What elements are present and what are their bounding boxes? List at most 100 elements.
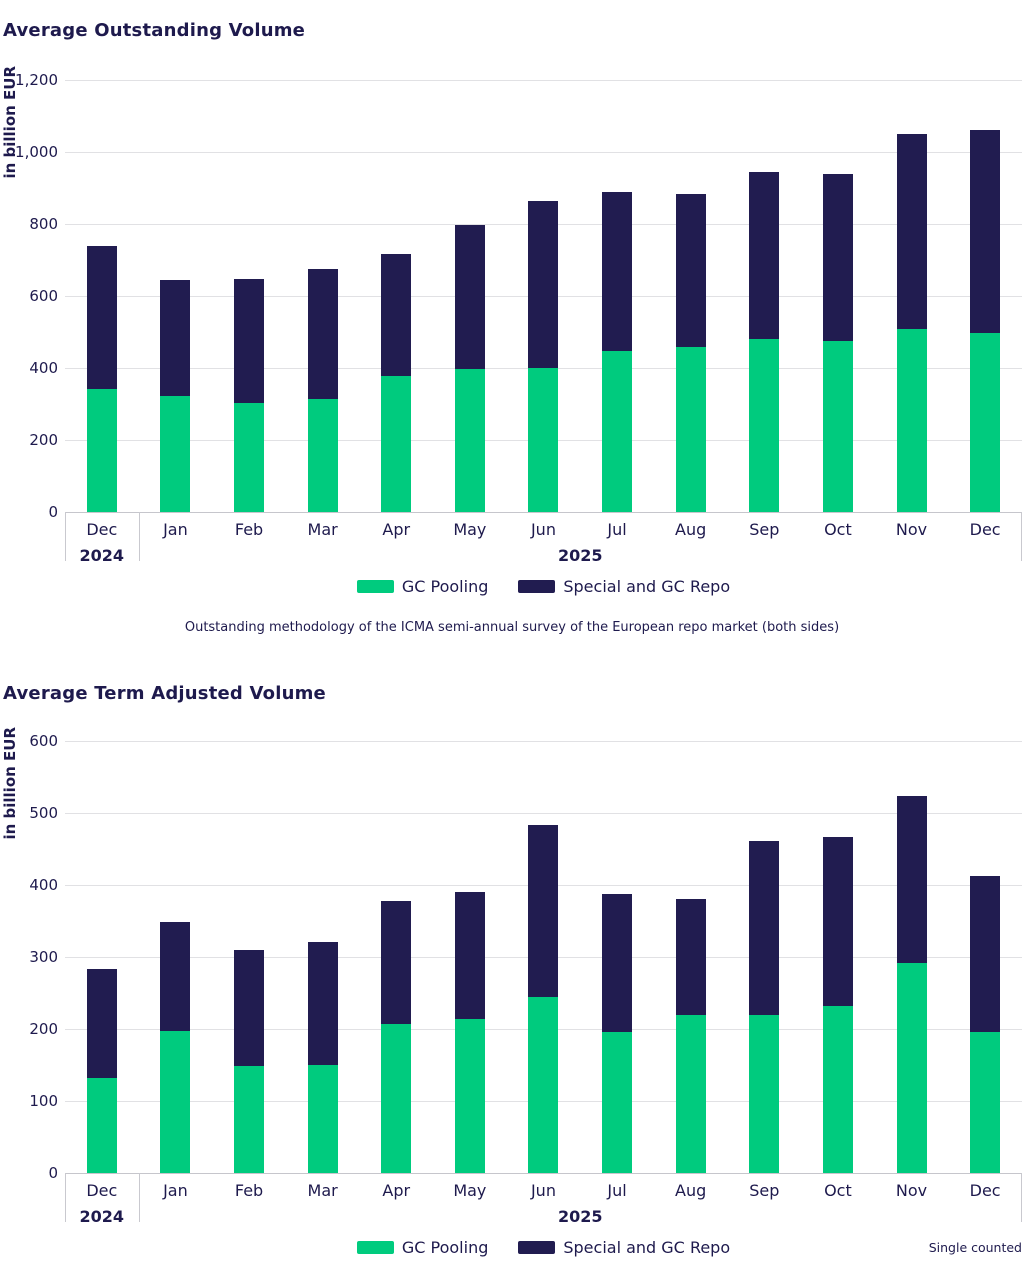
bar-segment-gc-pooling xyxy=(307,398,338,512)
bar-column xyxy=(65,741,139,1173)
bar-segment-special-and-gc-repo xyxy=(381,900,412,1024)
y-tick-label: 100 xyxy=(29,1092,58,1110)
legend-label: GC Pooling xyxy=(401,577,489,596)
x-tick-label: Jan xyxy=(163,1181,188,1200)
bar-segment-special-and-gc-repo xyxy=(160,922,191,1032)
bar-column xyxy=(727,80,801,512)
gridline xyxy=(65,812,1022,814)
year-label: 2024 xyxy=(79,1207,125,1226)
x-tick-label: Jul xyxy=(607,1181,627,1200)
bar-segment-special-and-gc-repo xyxy=(307,941,338,1065)
bar-segment-gc-pooling xyxy=(749,1014,780,1173)
average-outstanding-volume-chart: Average Outstanding Volume in billion EU… xyxy=(1,20,1022,635)
y-tick-label: 400 xyxy=(29,875,58,894)
gridline xyxy=(65,80,1022,81)
bar-segment-gc-pooling xyxy=(86,1077,117,1173)
average-term-adjusted-volume-chart: Average Term Adjusted Volume in billion … xyxy=(0,662,1024,1281)
year-label: 2024 xyxy=(79,546,125,565)
bar-segment-gc-pooling xyxy=(970,332,1001,512)
x-axis-band: Dec Jan Feb Mar Apr May Jun Jul Aug Sep Oct Nov Dec … xyxy=(65,512,1022,565)
bar-column xyxy=(507,80,581,512)
y-tick-label: 400 xyxy=(29,358,58,377)
year-label: 2025 xyxy=(558,1207,603,1226)
chart-title: Average Outstanding Volume xyxy=(3,20,306,41)
special-and-gc-repo-swatch-icon xyxy=(518,1241,556,1254)
gc-pooling-swatch-icon xyxy=(356,580,394,593)
legend-label: Special and GC Repo xyxy=(563,577,731,596)
bar-segment-special-and-gc-repo xyxy=(528,200,559,369)
plot-area: 0 100 200 300 400 500 600 xyxy=(29,732,1022,1182)
y-axis-label: in billion EUR xyxy=(1,727,19,840)
bar-segment-special-and-gc-repo xyxy=(307,268,338,399)
chart-title: Average Term Adjusted Volume xyxy=(3,683,326,704)
x-tick-label: Dec xyxy=(86,1181,118,1200)
bar-segment-special-and-gc-repo xyxy=(896,134,927,330)
bar-column xyxy=(507,741,581,1173)
x-tick-label: Jun xyxy=(530,520,556,539)
bar-column xyxy=(948,80,1022,512)
axis-divider xyxy=(1021,1173,1022,1222)
x-tick-label: Nov xyxy=(895,1181,928,1200)
x-tick-label: Dec xyxy=(969,520,1001,539)
bar-column xyxy=(359,741,433,1173)
bar-column xyxy=(433,741,507,1173)
bar-column xyxy=(875,741,949,1173)
bars-layer xyxy=(65,80,1022,512)
bar-segment-special-and-gc-repo xyxy=(896,795,927,964)
bar-segment-gc-pooling xyxy=(896,329,927,512)
legend-item-gc-pooling: GC Pooling xyxy=(356,1238,488,1257)
x-tick-label: Sep xyxy=(749,1181,780,1200)
bar-column xyxy=(875,80,949,512)
bar-segment-special-and-gc-repo xyxy=(822,836,853,1006)
y-tick-label: 600 xyxy=(29,287,58,305)
bar-segment-special-and-gc-repo xyxy=(86,969,117,1078)
x-tick-label: Mar xyxy=(307,520,338,539)
axis-divider xyxy=(65,1173,66,1222)
bar-segment-gc-pooling xyxy=(602,351,633,512)
bar-segment-gc-pooling xyxy=(381,376,412,512)
x-tick-label: Aug xyxy=(675,520,707,539)
bar-column xyxy=(654,741,728,1173)
x-tick-label: Feb xyxy=(234,1181,264,1200)
bar-segment-special-and-gc-repo xyxy=(381,253,412,377)
x-tick-label: Jun xyxy=(530,1181,556,1200)
legend-item-special-and-gc-repo: Special and GC Repo xyxy=(518,1238,730,1257)
x-tick-label: May xyxy=(453,520,487,539)
year-row: 2024 2025 xyxy=(65,546,1022,565)
y-tick-label: 0 xyxy=(48,503,58,521)
bar-column xyxy=(433,80,507,512)
bar-segment-special-and-gc-repo xyxy=(675,899,706,1015)
bar-segment-special-and-gc-repo xyxy=(454,892,485,1019)
bar-segment-gc-pooling xyxy=(675,347,706,512)
axis-divider xyxy=(65,512,66,561)
bar-segment-special-and-gc-repo xyxy=(86,246,117,389)
special-and-gc-repo-swatch-icon xyxy=(518,580,556,593)
x-tick-label: Jul xyxy=(607,520,627,539)
bar-segment-gc-pooling xyxy=(822,1005,853,1173)
gridline xyxy=(65,151,1022,153)
bar-segment-special-and-gc-repo xyxy=(454,224,485,370)
bar-segment-gc-pooling xyxy=(160,395,191,512)
single-counted-note: Single counted xyxy=(928,1240,1022,1255)
x-axis-line xyxy=(65,512,1022,513)
x-tick-label: Feb xyxy=(234,520,264,539)
bar-segment-special-and-gc-repo xyxy=(970,130,1001,333)
legend-label: Special and GC Repo xyxy=(563,1238,731,1257)
bar-column xyxy=(727,741,801,1173)
bar-segment-special-and-gc-repo xyxy=(822,174,853,341)
bar-column xyxy=(580,80,654,512)
y-tick-label: 600 xyxy=(29,732,58,750)
legend-item-gc-pooling: GC Pooling xyxy=(356,577,489,596)
year-row: 2024 2025 xyxy=(65,1207,1022,1226)
bar-segment-special-and-gc-repo xyxy=(160,279,191,396)
bar-column xyxy=(580,741,654,1173)
bar-segment-gc-pooling xyxy=(896,963,927,1173)
bar-column xyxy=(139,80,213,512)
x-tick-label: Apr xyxy=(382,520,411,539)
y-tick-label: 0 xyxy=(48,1164,58,1182)
bar-segment-gc-pooling xyxy=(528,996,559,1173)
bar-segment-special-and-gc-repo xyxy=(602,191,633,352)
x-tick-label: Sep xyxy=(749,520,780,539)
x-tick-label: Oct xyxy=(824,520,852,539)
